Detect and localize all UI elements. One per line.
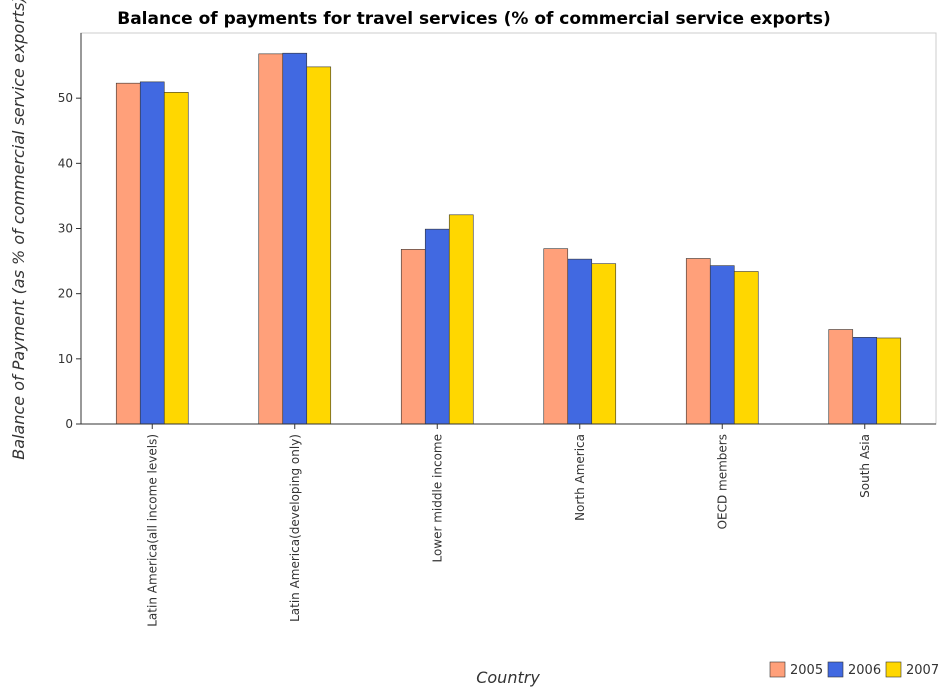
bar-2005-3 <box>543 248 569 425</box>
bar-2007-1 <box>306 66 332 425</box>
legend: 2005 2006 2007 <box>769 661 939 678</box>
bar-2007-0 <box>163 92 189 425</box>
chart-title: Balance of payments for travel services … <box>117 9 831 29</box>
y-tick-label: 20 <box>58 287 73 301</box>
legend-swatch-2005 <box>769 661 786 678</box>
bar-2006-1 <box>282 52 308 425</box>
y-axis-label: Balance of Payment (as % of commercial s… <box>9 0 28 460</box>
y-tick-label: 0 <box>65 417 73 431</box>
y-tick-label: 40 <box>58 156 73 170</box>
y-tick-label: 50 <box>58 91 73 105</box>
bar-2006-0 <box>139 81 165 425</box>
bar-2007-3 <box>591 263 617 425</box>
x-tick-label: OECD members <box>715 434 729 529</box>
bar-2006-4 <box>709 265 735 425</box>
legend-label-2007: 2007 <box>906 663 939 678</box>
bar-2005-0 <box>115 82 141 425</box>
x-tick-label: Lower middle income <box>430 434 444 563</box>
bar-2005-2 <box>400 249 426 425</box>
y-tick-label: 30 <box>58 222 73 236</box>
x-axis: Latin America(all income levels) Latin Am… <box>81 423 936 627</box>
bar-2006-5 <box>852 337 878 425</box>
y-axis: 0 10 20 30 40 50 <box>58 33 82 431</box>
legend-swatch-2006 <box>827 661 844 678</box>
x-tick-label: Latin America(developing only) <box>288 434 302 622</box>
y-tick-label: 10 <box>58 352 73 366</box>
plot-border <box>80 32 937 425</box>
bars <box>115 52 902 425</box>
plot-area: 0 10 20 30 40 50 Latin America(all income lev… <box>58 32 937 627</box>
x-tick-label: South Asia <box>858 434 872 498</box>
x-axis-label: Country <box>476 668 540 687</box>
bar-2005-1 <box>258 53 284 425</box>
legend-swatch-2007 <box>885 661 902 678</box>
legend-label-2006: 2006 <box>848 663 881 678</box>
x-tick-label: Latin America(all income levels) <box>145 434 159 627</box>
bar-2005-5 <box>828 329 854 425</box>
bar-2007-5 <box>876 337 902 425</box>
bar-2007-2 <box>448 214 474 425</box>
bar-2006-2 <box>424 228 450 425</box>
bar-2005-4 <box>685 258 711 425</box>
x-tick-label: North America <box>573 434 587 521</box>
bar-2006-3 <box>567 258 593 425</box>
bar-2007-4 <box>733 271 759 425</box>
legend-label-2005: 2005 <box>790 663 823 678</box>
